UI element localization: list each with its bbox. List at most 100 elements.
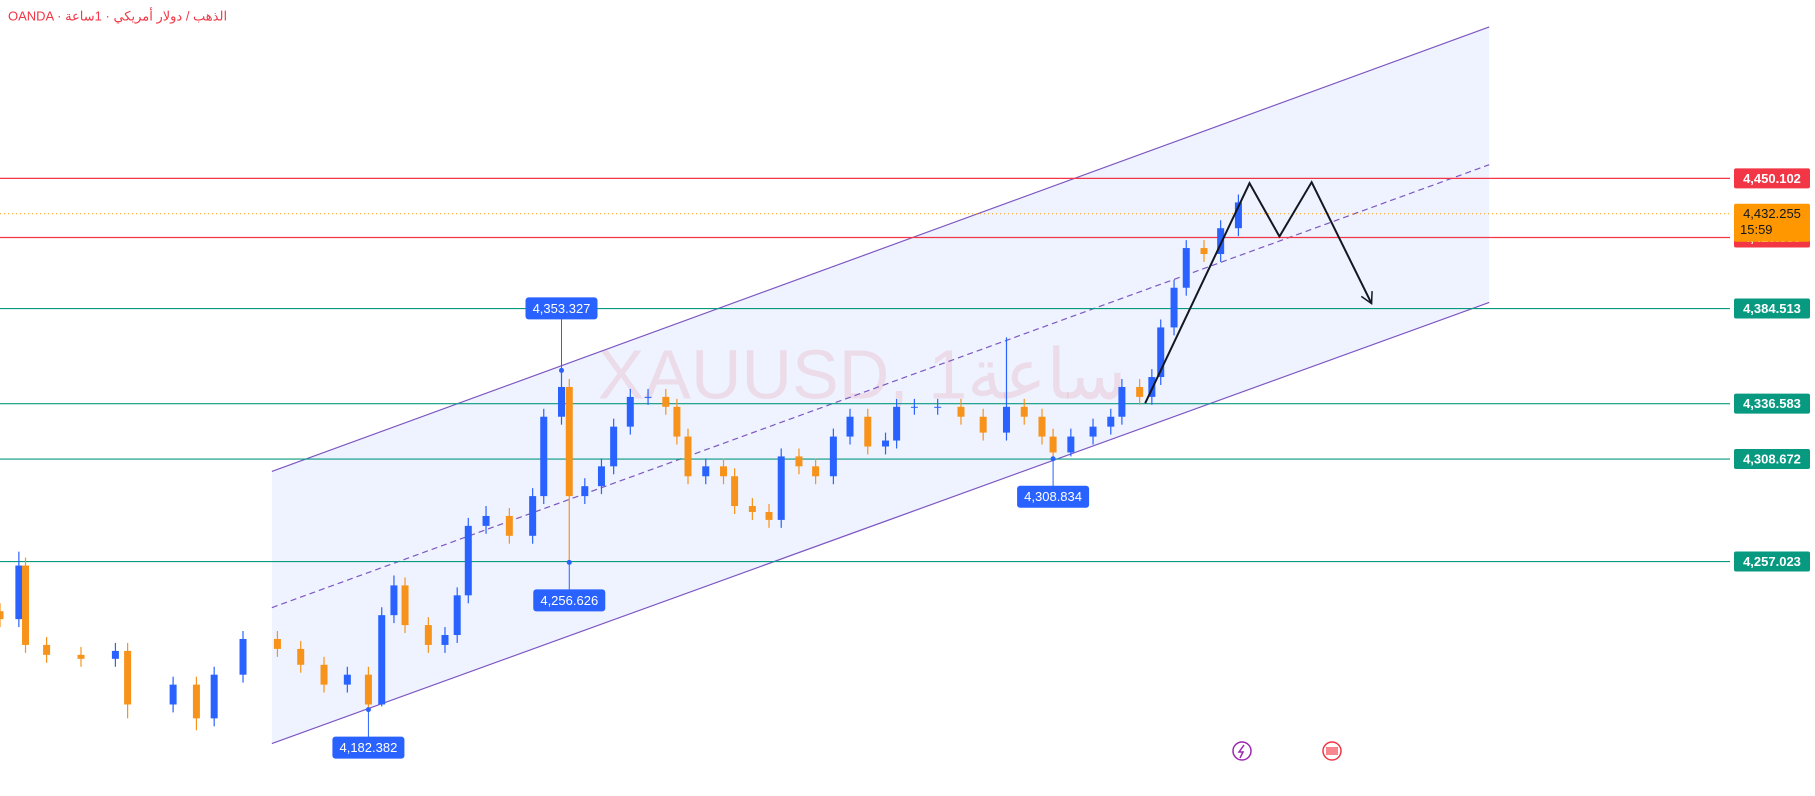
channel-lower xyxy=(271,301,1490,745)
level-label: 4,336.583 xyxy=(1743,396,1801,411)
candle-body xyxy=(320,664,328,685)
callout-label: 4,182.382 xyxy=(339,740,397,755)
candle-body xyxy=(297,648,305,665)
candle-body xyxy=(210,674,218,719)
callout-box xyxy=(1017,485,1090,508)
candle-body xyxy=(378,615,386,705)
callout-box xyxy=(332,736,405,759)
level-label: 4,257.023 xyxy=(1743,554,1801,569)
candle-body xyxy=(111,650,119,659)
level-label: 4,450.102 xyxy=(1743,171,1801,186)
candle-body xyxy=(957,406,965,417)
callout-point xyxy=(365,707,371,713)
last-price-box xyxy=(1734,203,1810,242)
callout-label: 4,308.834 xyxy=(1024,489,1082,504)
projection-path xyxy=(1144,180,1373,404)
candle-body xyxy=(482,515,490,526)
candle-body xyxy=(43,644,51,655)
candle-body xyxy=(1170,287,1178,328)
candle-body xyxy=(673,406,681,437)
level-label-box xyxy=(1734,168,1810,189)
candle-body xyxy=(812,466,820,477)
candle-body xyxy=(424,625,432,645)
candle-body xyxy=(684,436,692,477)
axis-layer: 4,450.1024,420.3354,384.5134,336.5834,30… xyxy=(1734,168,1810,572)
callout-box xyxy=(533,589,606,612)
candle-body xyxy=(720,466,728,477)
callout-box xyxy=(525,297,598,320)
candle-body xyxy=(124,650,132,705)
callout-point xyxy=(559,367,565,373)
candle-body xyxy=(1136,386,1144,397)
candle-body xyxy=(239,638,247,675)
candle-body xyxy=(464,525,472,596)
channel-fill xyxy=(271,26,1490,744)
candle-body xyxy=(864,416,872,447)
candle-body xyxy=(910,406,918,408)
event-icon-glyph xyxy=(1326,747,1338,755)
candle-body xyxy=(1107,416,1115,427)
candle-body xyxy=(1089,426,1097,437)
candle-body xyxy=(1200,248,1208,255)
candle-body xyxy=(610,426,618,467)
back-layer: XAUUSD, 1ساعة xyxy=(271,26,1490,745)
candle-body xyxy=(934,406,942,408)
front-layer: 4,353.327 4,256.626 4,182.382 4,308.834 xyxy=(0,180,1373,759)
candle-body xyxy=(15,565,23,620)
candle-body xyxy=(1157,327,1165,378)
candle-body xyxy=(795,456,803,467)
candle-body xyxy=(192,684,200,719)
candle-body xyxy=(731,476,739,507)
candle-body xyxy=(581,486,589,497)
candle-body xyxy=(1038,416,1046,437)
event-icon[interactable] xyxy=(1232,741,1252,761)
candle-body xyxy=(644,396,652,398)
candle-body xyxy=(748,506,756,512)
candle-body xyxy=(1182,248,1190,288)
candle-body xyxy=(702,466,710,477)
candle-body xyxy=(1002,406,1010,433)
candle-body xyxy=(565,386,573,497)
level-label-box xyxy=(1734,393,1810,414)
candle-body xyxy=(273,638,281,649)
candle-body xyxy=(364,674,372,705)
candle-body xyxy=(979,416,987,433)
event-icon-glyph xyxy=(1237,744,1245,759)
candle-body xyxy=(401,585,409,626)
candle-body xyxy=(77,654,85,659)
candle-body xyxy=(1118,386,1126,417)
watermark: XAUUSD, 1ساعة xyxy=(598,335,1127,413)
last-price-countdown: 15:59 xyxy=(1740,222,1773,237)
candle-body xyxy=(558,386,566,417)
candle-body xyxy=(441,635,449,645)
level-label: 4,384.513 xyxy=(1743,301,1801,316)
channel-middle xyxy=(271,164,1490,609)
callout-label: 4,256.626 xyxy=(540,593,598,608)
candle-body xyxy=(1234,202,1242,229)
level-label: 4,308.672 xyxy=(1743,451,1801,466)
last-price-label: 4,432.255 xyxy=(1743,206,1801,221)
candle-body xyxy=(893,406,901,441)
candle-body xyxy=(829,436,837,477)
candle-body xyxy=(626,396,634,427)
candle-body xyxy=(1049,436,1057,453)
candle-body xyxy=(453,595,461,636)
candle-body xyxy=(529,496,537,536)
callout-point xyxy=(1050,456,1056,462)
channel-upper xyxy=(271,26,1490,473)
candle-body xyxy=(390,585,398,616)
mid-layer xyxy=(0,177,1730,563)
candle-body xyxy=(169,684,177,705)
candle-body xyxy=(343,674,351,685)
candle-body xyxy=(540,416,548,497)
candle-body xyxy=(1067,436,1075,453)
level-label-box xyxy=(1734,449,1810,470)
candle-body xyxy=(777,456,785,520)
candle-body xyxy=(662,396,670,407)
candle-body xyxy=(882,440,890,447)
candle-body xyxy=(0,611,4,620)
candle-body xyxy=(505,515,513,536)
candle-body xyxy=(765,511,773,520)
candle-body xyxy=(1020,406,1028,417)
